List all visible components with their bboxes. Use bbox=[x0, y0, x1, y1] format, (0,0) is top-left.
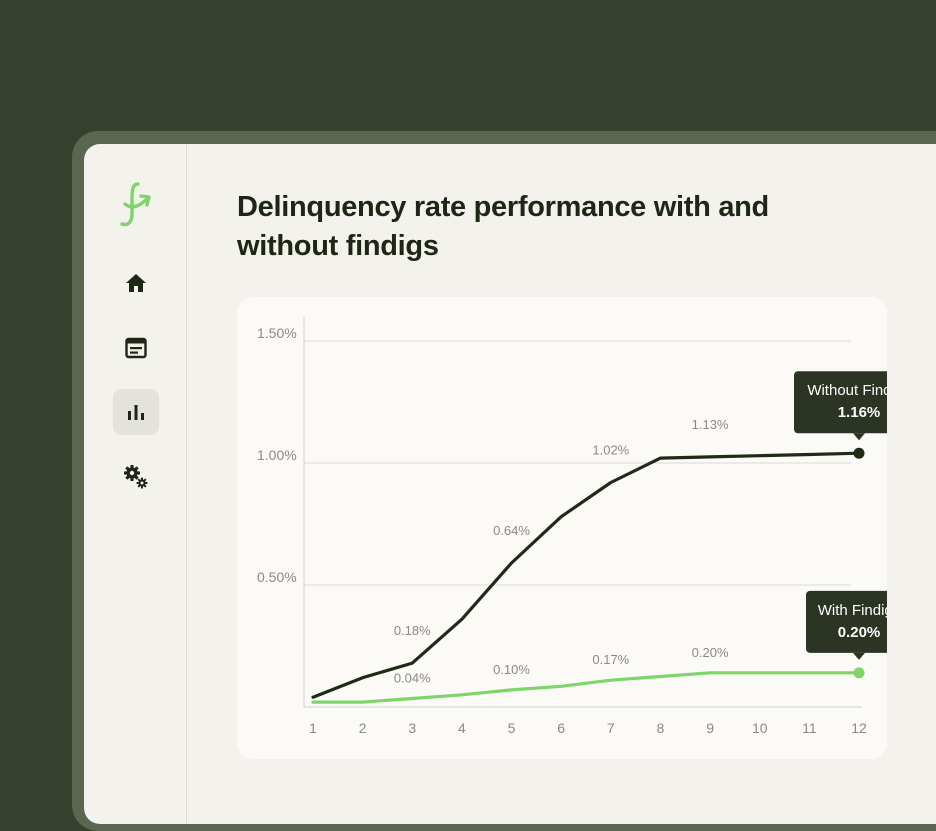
series-endpoint bbox=[853, 667, 865, 679]
series-line-without-findigs bbox=[311, 451, 861, 699]
data-label: 0.04% bbox=[394, 670, 431, 685]
line-chart: 0.50%1.00%1.50%1 2 3 4 5 6 7 8 9 10 11 120.18%0.64%… bbox=[257, 317, 887, 736]
tooltip-pointer bbox=[853, 652, 865, 660]
nav-item-analytics[interactable] bbox=[113, 389, 159, 435]
document-icon bbox=[125, 337, 147, 359]
findigs-logo-icon bbox=[120, 182, 151, 227]
x-tick-label: 9 bbox=[706, 720, 714, 736]
x-tick-label: 8 bbox=[657, 720, 665, 736]
app-window: Delinquency rate performance with and wi… bbox=[84, 144, 936, 824]
x-tick-label: 12 bbox=[851, 720, 867, 736]
home-icon bbox=[126, 274, 146, 292]
x-tick-label: 2 bbox=[359, 720, 367, 736]
chart-card: 0.50% 1.00% 1.50% 1 2 3 4 5 6 7 8 9 10 11 12 0.18% 0.64%… bbox=[237, 297, 887, 759]
x-tick-label: 1 bbox=[309, 720, 317, 736]
tooltip-value: 1.16% bbox=[838, 404, 881, 421]
data-label: 0.64% bbox=[493, 523, 530, 538]
sidebar bbox=[84, 144, 187, 824]
y-tick-label: 1.50% bbox=[257, 325, 297, 341]
nav-item-settings[interactable] bbox=[113, 454, 159, 500]
x-tick-label: 6 bbox=[557, 720, 565, 736]
settings-gears-icon bbox=[124, 465, 148, 489]
y-tick-label: 1.00% bbox=[257, 447, 297, 463]
data-label: 0.18% bbox=[394, 623, 431, 638]
x-tick-label: 3 bbox=[408, 720, 416, 736]
data-label: 0.20% bbox=[692, 645, 729, 660]
tooltip-title: Without Findigs bbox=[807, 382, 887, 399]
page-title: Delinquency rate performance with and wi… bbox=[237, 191, 769, 262]
x-tick-label: 11 bbox=[802, 720, 817, 736]
data-label: 0.10% bbox=[493, 662, 530, 677]
x-tick-label: 7 bbox=[607, 720, 615, 736]
tooltip-title: With Findigs bbox=[818, 602, 887, 619]
data-label: 0.17% bbox=[592, 652, 629, 667]
series-endpoint bbox=[853, 447, 865, 459]
x-tick-label: 4 bbox=[458, 720, 466, 736]
data-label: 1.02% bbox=[592, 443, 629, 458]
data-label: 1.13% bbox=[692, 417, 729, 432]
nav-item-home[interactable] bbox=[113, 260, 159, 306]
tooltip-value: 0.20% bbox=[838, 624, 881, 641]
y-tick-label: 0.50% bbox=[257, 569, 297, 585]
x-tick-label: 10 bbox=[752, 720, 768, 736]
nav-item-documents[interactable] bbox=[113, 325, 159, 371]
series-line-with-findigs bbox=[311, 671, 861, 704]
x-tick-label: 5 bbox=[508, 720, 516, 736]
bar-chart-icon bbox=[128, 405, 144, 420]
tooltip-pointer bbox=[853, 433, 865, 441]
tooltip-box bbox=[806, 590, 887, 653]
tooltip-box bbox=[794, 371, 887, 434]
